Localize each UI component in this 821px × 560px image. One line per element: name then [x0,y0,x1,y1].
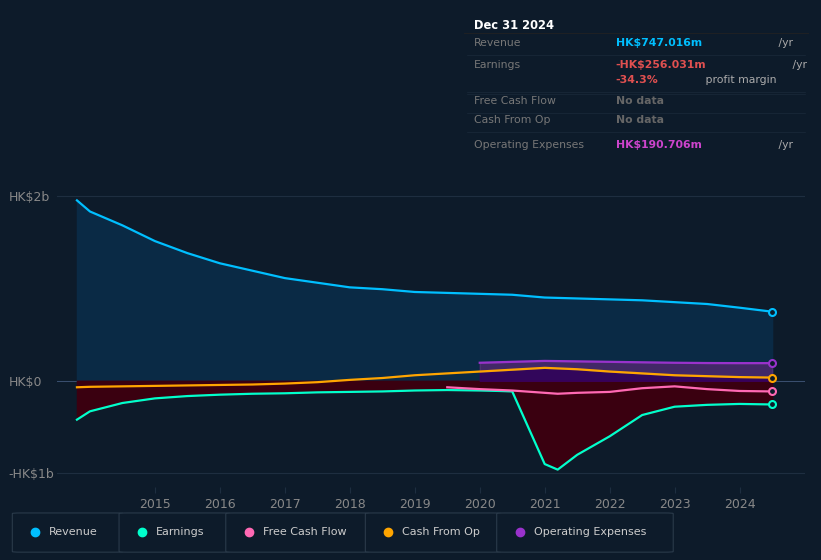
Text: Cash From Op: Cash From Op [475,115,551,125]
FancyBboxPatch shape [497,513,673,552]
FancyBboxPatch shape [119,513,230,552]
Text: Operating Expenses: Operating Expenses [534,527,646,537]
Text: Earnings: Earnings [156,527,204,537]
Text: Operating Expenses: Operating Expenses [475,141,585,150]
Text: /yr: /yr [775,141,793,150]
Text: Free Cash Flow: Free Cash Flow [475,96,556,106]
FancyBboxPatch shape [226,513,369,552]
Text: -34.3%: -34.3% [616,75,658,85]
Text: Free Cash Flow: Free Cash Flow [263,527,346,537]
FancyBboxPatch shape [12,513,123,552]
Text: /yr: /yr [789,60,807,70]
Text: -HK$256.031m: -HK$256.031m [616,60,706,70]
Text: Revenue: Revenue [49,527,98,537]
Text: No data: No data [616,96,663,106]
Text: Earnings: Earnings [475,60,521,70]
Text: profit margin: profit margin [703,75,777,85]
Text: HK$190.706m: HK$190.706m [616,141,701,150]
Text: Dec 31 2024: Dec 31 2024 [475,18,554,31]
Text: Revenue: Revenue [475,38,521,48]
Text: No data: No data [616,115,663,125]
FancyBboxPatch shape [365,513,501,552]
Text: HK$747.016m: HK$747.016m [616,38,702,48]
Text: /yr: /yr [775,38,793,48]
Text: Cash From Op: Cash From Op [402,527,480,537]
